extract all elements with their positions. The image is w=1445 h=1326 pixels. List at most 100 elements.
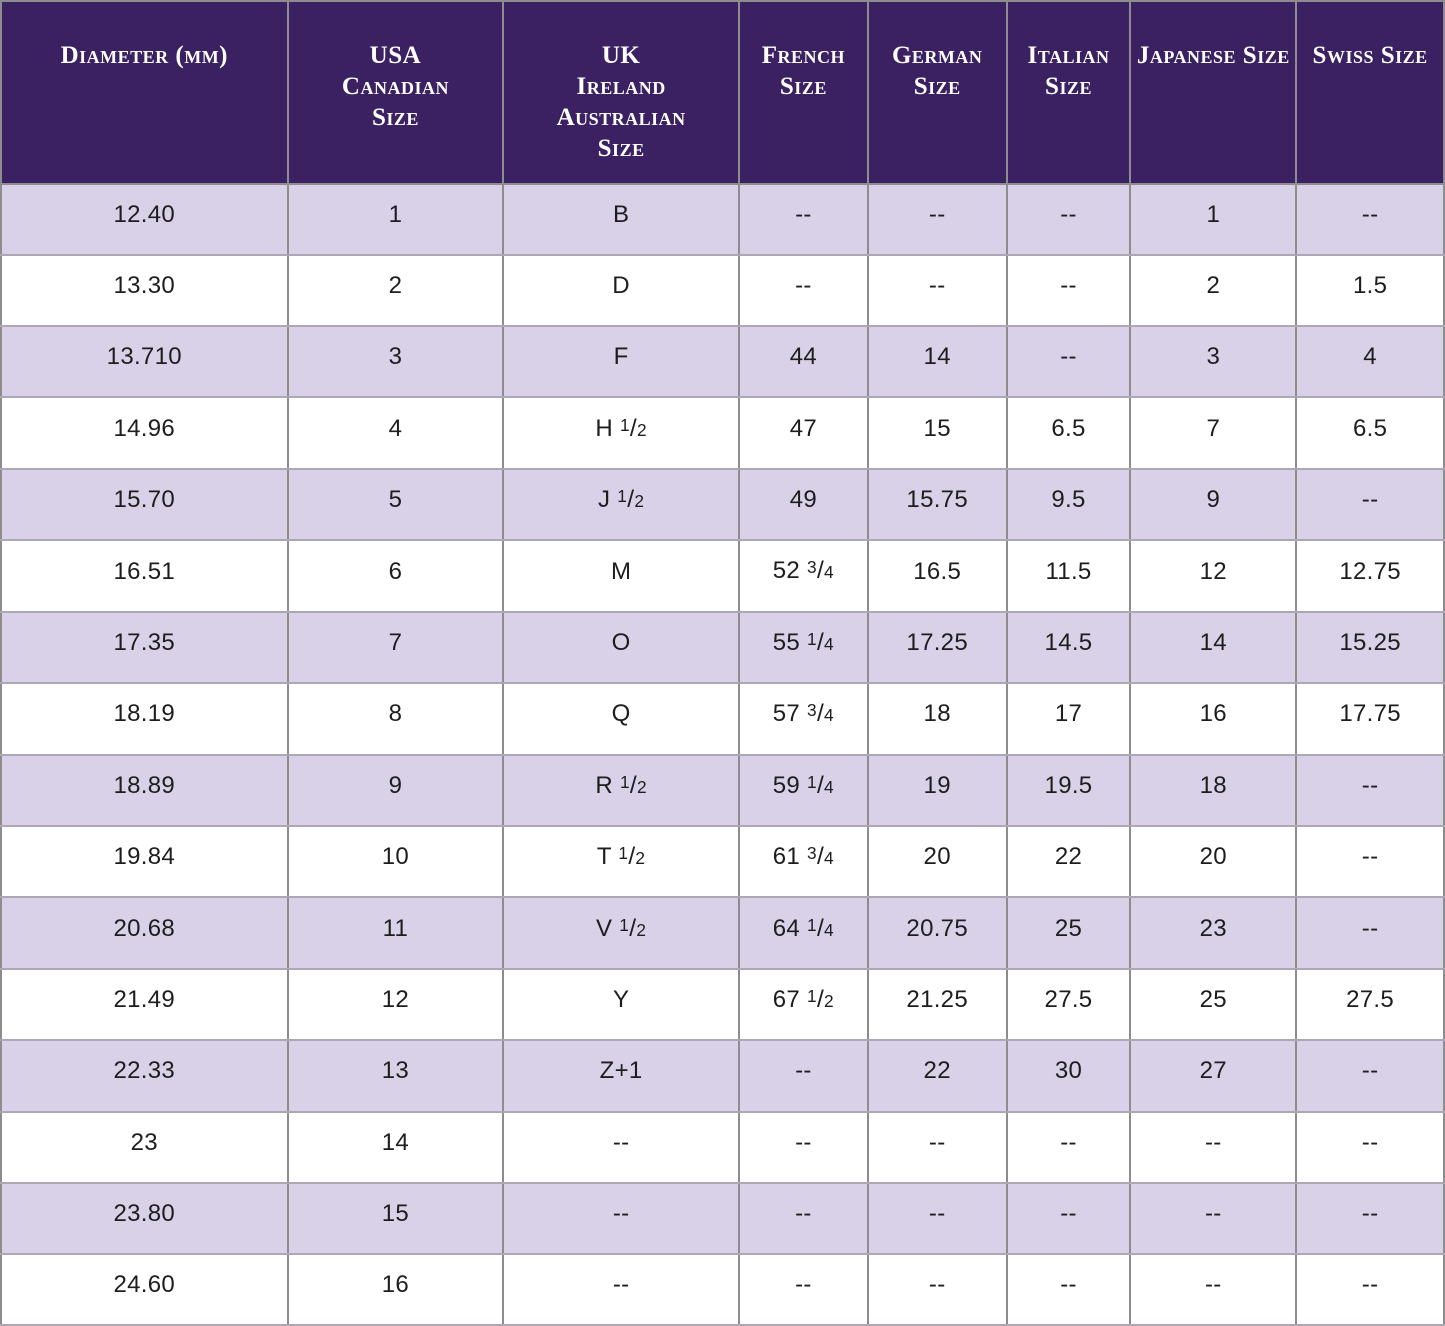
- cell-usa-canadian: 13: [286, 1039, 505, 1113]
- cell-uk-ireland-au: Z+1: [502, 1039, 740, 1113]
- table-row: 23 14 -- -- -- -- -- --: [0, 1110, 1445, 1184]
- cell-german: 15: [866, 396, 1008, 470]
- column-header-line: Ireland: [576, 73, 666, 100]
- cell-usa-canadian: 15: [286, 1181, 505, 1255]
- cell-usa-canadian: 3: [286, 325, 505, 399]
- cell-german: --: [866, 1252, 1008, 1326]
- cell-german: 14: [866, 325, 1008, 399]
- cell-french: 64 1/4: [737, 896, 869, 970]
- table-row: 22.33 13 Z+1 -- 22 30 27 --: [0, 1039, 1445, 1113]
- cell-japanese: 18: [1129, 753, 1298, 828]
- cell-french: --: [737, 182, 869, 257]
- cell-swiss: --: [1295, 467, 1445, 542]
- cell-french: 47: [737, 396, 869, 470]
- cell-swiss: 12.75: [1295, 539, 1445, 613]
- cell-italian: --: [1005, 254, 1132, 328]
- cell-usa-canadian: 8: [286, 682, 505, 756]
- column-header-uk-ireland-au: UK Ireland Australian Size: [502, 1, 740, 185]
- cell-diameter-mm: 14.96: [0, 396, 289, 470]
- cell-japanese: 9: [1129, 467, 1298, 542]
- table-row: 14.96 4 H 1/2 47 15 6.5 7 6.5: [0, 396, 1445, 470]
- cell-swiss: --: [1295, 825, 1445, 899]
- table-row: 17.35 7 O 55 1/4 17.25 14.5 14 15.25: [0, 610, 1445, 685]
- cell-usa-canadian: 6: [286, 539, 505, 613]
- cell-italian: 6.5: [1005, 396, 1132, 470]
- cell-diameter-mm: 19.84: [0, 825, 289, 899]
- cell-italian: --: [1005, 325, 1132, 399]
- column-header-line: Size: [779, 73, 827, 100]
- cell-italian: 11.5: [1005, 539, 1132, 613]
- cell-french: 61 3/4: [737, 825, 869, 899]
- table-header: Diameter (mm) USA Canadian Size UK Ireland Aus…: [0, 1, 1445, 185]
- column-header-line: Size: [1045, 73, 1092, 100]
- cell-swiss: --: [1295, 1110, 1445, 1184]
- column-header-line: Australian: [556, 104, 686, 131]
- cell-uk-ireland-au: --: [502, 1181, 740, 1255]
- cell-usa-canadian: 10: [286, 825, 505, 899]
- cell-diameter-mm: 16.51: [0, 539, 289, 613]
- cell-usa-canadian: 5: [286, 467, 505, 542]
- cell-diameter-mm: 13.710: [0, 325, 289, 399]
- table-row: 12.40 1 B -- -- -- 1 --: [0, 182, 1445, 257]
- cell-italian: 9.5: [1005, 467, 1132, 542]
- cell-uk-ireland-au: --: [502, 1252, 740, 1326]
- table-row: 16.51 6 M 52 3/4 16.5 11.5 12 12.75: [0, 539, 1445, 613]
- cell-usa-canadian: 9: [286, 753, 505, 828]
- cell-french: --: [737, 1110, 869, 1184]
- table-row: 20.68 11 V 1/2 64 1/4 20.75 25 23 --: [0, 896, 1445, 970]
- header-row: Diameter (mm) USA Canadian Size UK Ireland Aus…: [0, 1, 1445, 185]
- cell-diameter-mm: 13.30: [0, 254, 289, 328]
- cell-diameter-mm: 23.80: [0, 1181, 289, 1255]
- cell-uk-ireland-au: --: [502, 1110, 740, 1184]
- cell-swiss: 15.25: [1295, 610, 1445, 685]
- cell-japanese: 27: [1129, 1039, 1298, 1113]
- cell-french: --: [737, 1181, 869, 1255]
- cell-japanese: 12: [1129, 539, 1298, 613]
- cell-japanese: 3: [1129, 325, 1298, 399]
- cell-japanese: 2: [1129, 254, 1298, 328]
- cell-japanese: --: [1129, 1110, 1298, 1184]
- cell-swiss: --: [1295, 896, 1445, 970]
- table-row: 19.84 10 T 1/2 61 3/4 20 22 20 --: [0, 825, 1445, 899]
- cell-french: 59 1/4: [737, 753, 869, 828]
- cell-uk-ireland-au: R 1/2: [502, 753, 740, 828]
- cell-uk-ireland-au: F: [502, 325, 740, 399]
- cell-usa-canadian: 14: [286, 1110, 505, 1184]
- table-row: 13.710 3 F 44 14 -- 3 4: [0, 325, 1445, 399]
- cell-uk-ireland-au: M: [502, 539, 740, 613]
- table-row: 23.80 15 -- -- -- -- -- --: [0, 1181, 1445, 1255]
- cell-usa-canadian: 12: [286, 967, 505, 1042]
- table-row: 21.49 12 Y 67 1/2 21.25 27.5 25 27.5: [0, 967, 1445, 1042]
- cell-italian: 22: [1005, 825, 1132, 899]
- cell-diameter-mm: 22.33: [0, 1039, 289, 1113]
- cell-italian: 14.5: [1005, 610, 1132, 685]
- column-header-diameter-mm: Diameter (mm): [0, 1, 289, 185]
- cell-french: --: [737, 254, 869, 328]
- table-body: 12.40 1 B -- -- -- 1 -- 13.30 2 D -- -- -- 2 1.5 13.710 3…: [0, 182, 1445, 1326]
- cell-german: 21.25: [866, 967, 1008, 1042]
- cell-german: 17.25: [866, 610, 1008, 685]
- cell-swiss: --: [1295, 1039, 1445, 1113]
- cell-swiss: --: [1295, 1252, 1445, 1326]
- cell-japanese: 1: [1129, 182, 1298, 257]
- cell-japanese: 25: [1129, 967, 1298, 1042]
- column-header-line: Canadian: [341, 73, 449, 100]
- cell-usa-canadian: 2: [286, 254, 505, 328]
- column-header-line: German: [891, 42, 983, 69]
- column-header-line: French: [761, 42, 845, 69]
- cell-french: 57 3/4: [737, 682, 869, 756]
- cell-japanese: --: [1129, 1181, 1298, 1255]
- column-header-line: USA: [369, 42, 422, 69]
- column-header-line: Size: [913, 73, 961, 100]
- cell-italian: --: [1005, 182, 1132, 257]
- cell-swiss: 17.75: [1295, 682, 1445, 756]
- cell-uk-ireland-au: D: [502, 254, 740, 328]
- cell-french: 55 1/4: [737, 610, 869, 685]
- column-header-swiss: Swiss Size: [1295, 1, 1445, 185]
- cell-usa-canadian: 11: [286, 896, 505, 970]
- cell-diameter-mm: 15.70: [0, 467, 289, 542]
- cell-swiss: 4: [1295, 325, 1445, 399]
- column-header-japanese: Japanese Size: [1129, 1, 1298, 185]
- cell-german: 20: [866, 825, 1008, 899]
- cell-german: --: [866, 254, 1008, 328]
